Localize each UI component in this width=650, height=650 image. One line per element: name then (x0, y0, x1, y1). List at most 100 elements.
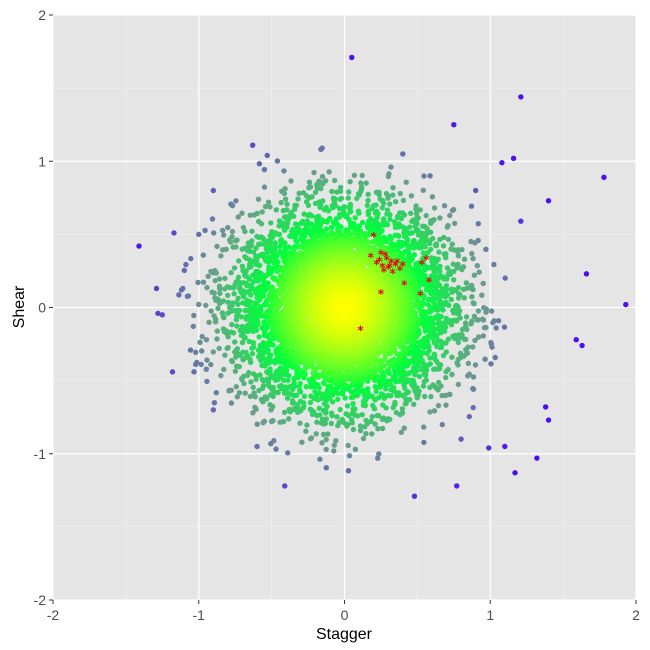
cloud-point (259, 209, 265, 215)
cloud-point (281, 241, 287, 247)
cloud-point (194, 359, 200, 366)
cloud-point (432, 242, 439, 248)
cloud-point (209, 216, 216, 222)
cloud-point (286, 244, 292, 250)
cloud-point (299, 439, 305, 445)
cloud-point (281, 409, 288, 415)
cloud-point (306, 185, 312, 191)
cloud-point (276, 231, 283, 237)
cloud-point (296, 190, 302, 196)
cloud-point (465, 360, 472, 367)
cloud-point (475, 334, 482, 340)
cloud-point (215, 296, 221, 302)
cloud-point (368, 393, 374, 399)
cloud-point (392, 399, 398, 406)
cloud-point (328, 420, 334, 427)
cloud-point (480, 280, 486, 287)
cloud-point (443, 374, 449, 381)
cloud-point (187, 347, 194, 353)
cloud-point (461, 256, 468, 262)
cloud-point (235, 295, 241, 301)
cloud-point (233, 317, 240, 323)
cloud-point (421, 379, 427, 385)
cloud-point (475, 221, 481, 227)
cloud-point (221, 314, 227, 321)
cloud-point (183, 261, 189, 268)
cloud-point (258, 221, 265, 227)
cloud-point (439, 392, 445, 399)
cloud-point (431, 351, 437, 357)
cloud-point (229, 358, 236, 365)
cloud-point (322, 420, 328, 427)
cloud-point (334, 414, 340, 420)
cloud-point (343, 411, 349, 417)
cloud-point (323, 436, 329, 443)
cloud-point (426, 240, 433, 246)
cloud-point (272, 240, 278, 246)
cloud-point (397, 190, 403, 197)
cloud-point (231, 265, 238, 271)
cloud-point (250, 340, 257, 347)
cloud-point (444, 224, 450, 230)
cloud-point (251, 390, 257, 396)
cloud-point (291, 213, 297, 219)
cloud-point (437, 236, 443, 243)
cloud-point (222, 275, 228, 282)
cloud-point (376, 451, 382, 457)
cloud-point (286, 372, 292, 379)
cloud-point (345, 468, 352, 474)
cloud-point (239, 339, 246, 346)
cloud-point (320, 391, 327, 397)
cloud-point (427, 409, 433, 415)
cloud-point (213, 390, 219, 396)
cloud-point (202, 227, 208, 234)
cloud-point (203, 337, 210, 343)
cloud-point (387, 216, 393, 222)
cloud-point (413, 210, 420, 217)
cloud-point (217, 290, 223, 296)
cloud-point (331, 448, 337, 454)
cloud-point (354, 195, 360, 202)
cloud-point (262, 394, 268, 400)
cloud-point (408, 210, 414, 216)
cloud-point (450, 261, 456, 267)
cloud-point (420, 187, 426, 193)
cloud-point (273, 207, 279, 213)
cloud-point (330, 399, 336, 405)
cloud-point (318, 146, 324, 153)
cloud-point (200, 252, 206, 258)
cloud-point (476, 269, 482, 275)
cloud-point (479, 292, 485, 298)
cloud-point (288, 178, 294, 184)
cloud-point (425, 302, 432, 308)
cloud-point (495, 318, 502, 324)
cloud-point (331, 442, 337, 448)
cloud-point (421, 393, 428, 400)
cloud-point (188, 255, 194, 262)
cloud-point (241, 380, 247, 387)
cloud-point (455, 339, 462, 346)
cloud-point (309, 213, 315, 219)
cloud-point (332, 177, 338, 184)
cloud-point (326, 169, 332, 175)
cloud-point (379, 205, 386, 211)
cloud-point (328, 224, 335, 231)
cloud-point (199, 348, 205, 354)
cloud-point (481, 305, 487, 311)
cloud-point (285, 450, 291, 456)
cloud-point (460, 286, 467, 292)
cloud-point (319, 173, 326, 180)
cloud-point (352, 446, 359, 452)
cloud-point (248, 286, 254, 293)
cloud-point (430, 235, 436, 242)
cloud-point (255, 278, 262, 284)
cloud-point (443, 402, 449, 408)
cloud-point (461, 295, 467, 301)
cloud-point (317, 204, 323, 210)
cloud-point (431, 366, 437, 372)
cloud-point (289, 398, 296, 404)
cloud-point (320, 431, 327, 438)
cloud-point (314, 419, 320, 425)
cloud-point (320, 181, 326, 187)
cloud-point (277, 369, 284, 376)
